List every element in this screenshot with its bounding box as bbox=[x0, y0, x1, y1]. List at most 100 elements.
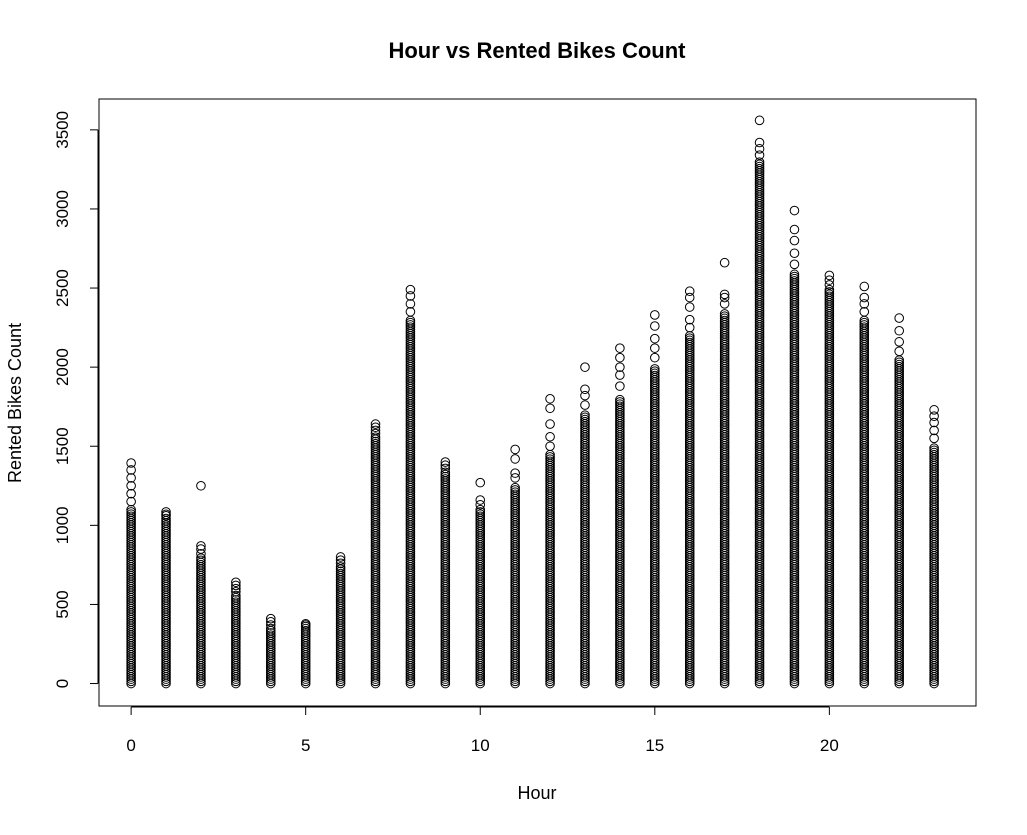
data-point bbox=[265, 617, 276, 627]
y-tick-label: 1500 bbox=[53, 427, 72, 465]
hour-7-points bbox=[370, 419, 381, 689]
data-point bbox=[196, 555, 206, 566]
hour-9-points bbox=[440, 457, 451, 689]
data-point bbox=[789, 224, 800, 235]
hour-0-points bbox=[126, 458, 136, 689]
x-tick-label: 10 bbox=[471, 736, 490, 755]
data-point bbox=[475, 495, 486, 505]
hour-8-points bbox=[405, 284, 416, 689]
data-point bbox=[615, 401, 625, 412]
data-point bbox=[719, 311, 730, 321]
data-point bbox=[684, 314, 695, 325]
data-point bbox=[859, 299, 870, 309]
data-point bbox=[789, 269, 800, 280]
data-point bbox=[510, 473, 520, 483]
hour-17-points bbox=[719, 257, 730, 689]
data-point bbox=[580, 414, 590, 425]
data-point bbox=[684, 335, 695, 346]
data-point bbox=[161, 513, 171, 524]
data-point bbox=[335, 558, 346, 569]
data-point bbox=[161, 509, 171, 520]
data-point bbox=[370, 419, 381, 429]
data-point bbox=[231, 583, 241, 594]
data-point bbox=[510, 482, 520, 493]
data-point bbox=[650, 333, 660, 344]
data-point bbox=[231, 586, 241, 597]
data-point bbox=[650, 366, 660, 376]
data-point bbox=[929, 433, 939, 444]
data-point bbox=[650, 368, 660, 379]
data-point bbox=[265, 613, 276, 624]
hour-14-points bbox=[615, 343, 625, 689]
data-point bbox=[824, 284, 835, 295]
data-point bbox=[894, 346, 904, 357]
data-point bbox=[894, 359, 904, 370]
data-point bbox=[370, 432, 381, 442]
data-point bbox=[719, 309, 730, 319]
data-point bbox=[824, 291, 835, 302]
data-point bbox=[231, 577, 241, 588]
data-point bbox=[719, 289, 730, 300]
hour-20-points bbox=[824, 270, 835, 689]
data-point bbox=[929, 447, 939, 458]
data-point bbox=[615, 399, 625, 409]
data-point bbox=[894, 325, 904, 336]
data-point bbox=[300, 628, 311, 638]
data-point bbox=[824, 289, 835, 299]
hour-19-points bbox=[789, 205, 800, 689]
data-point bbox=[475, 509, 486, 519]
data-point bbox=[894, 357, 904, 368]
data-point bbox=[719, 257, 730, 268]
data-point bbox=[580, 412, 590, 423]
data-point bbox=[684, 337, 695, 348]
data-point bbox=[370, 425, 381, 436]
data-point bbox=[126, 458, 136, 468]
data-point bbox=[894, 361, 904, 372]
hour-23-points bbox=[929, 405, 939, 689]
data-point bbox=[754, 137, 765, 148]
data-point bbox=[196, 559, 206, 570]
data-point bbox=[615, 397, 625, 407]
data-point bbox=[475, 507, 486, 517]
data-point bbox=[126, 511, 136, 522]
data-point bbox=[789, 259, 800, 270]
data-point bbox=[824, 270, 835, 281]
data-point bbox=[580, 416, 590, 427]
y-tick-label: 3500 bbox=[53, 111, 72, 149]
data-point bbox=[754, 150, 765, 160]
hour-6-points bbox=[335, 552, 346, 689]
data-point bbox=[335, 566, 346, 577]
data-point bbox=[335, 568, 346, 579]
data-point bbox=[789, 248, 800, 259]
hour-12-points bbox=[545, 393, 555, 689]
data-point bbox=[475, 477, 486, 488]
data-point bbox=[754, 115, 765, 126]
data-point bbox=[231, 590, 241, 601]
data-point bbox=[231, 597, 241, 607]
data-point bbox=[719, 292, 730, 303]
data-point bbox=[615, 352, 625, 363]
data-point bbox=[824, 280, 835, 290]
data-point bbox=[335, 562, 346, 572]
data-point bbox=[265, 620, 276, 630]
data-point bbox=[265, 628, 276, 638]
data-point bbox=[719, 315, 730, 326]
data-point bbox=[475, 499, 486, 510]
data-point bbox=[405, 284, 416, 295]
data-point bbox=[300, 625, 311, 636]
data-point bbox=[126, 480, 136, 491]
data-point bbox=[789, 235, 800, 246]
hour-10-points bbox=[475, 477, 486, 689]
data-point bbox=[929, 425, 939, 436]
data-point bbox=[580, 410, 590, 420]
y-axis: 0 500 1000 1500 2000 2500 3000 3500 bbox=[53, 111, 99, 688]
data-point bbox=[265, 630, 276, 640]
data-point bbox=[789, 205, 800, 216]
data-point bbox=[754, 157, 765, 167]
data-point bbox=[510, 468, 520, 478]
data-point bbox=[370, 428, 381, 439]
data-point bbox=[929, 411, 939, 421]
data-point bbox=[615, 362, 625, 372]
data-point bbox=[824, 275, 835, 285]
